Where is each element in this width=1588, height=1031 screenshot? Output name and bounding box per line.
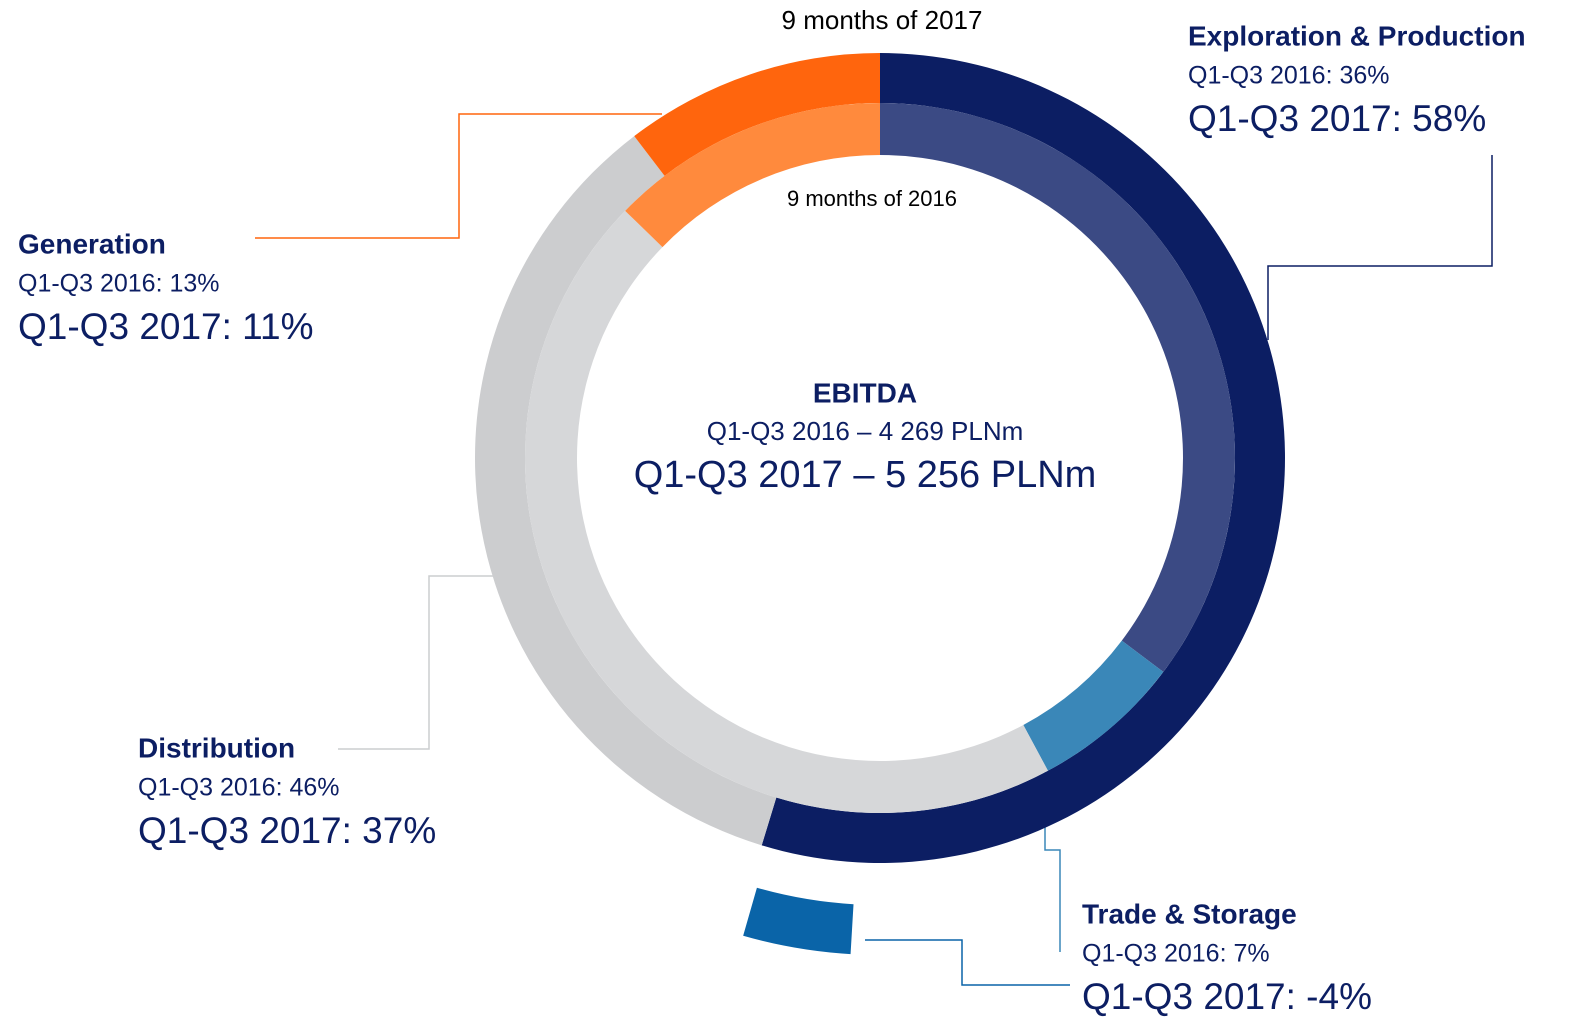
value-label: Q1-Q3 2016: 46% — [138, 774, 340, 802]
value-label: Q1-Q3 2017: 11% — [18, 306, 314, 347]
value-label: Q1-Q3 2016: 36% — [1188, 62, 1390, 90]
category-label: Exploration & Production — [1188, 20, 1526, 51]
segment — [524, 210, 1048, 814]
segment — [880, 103, 1235, 672]
category-label: Trade & Storage — [1082, 898, 1297, 929]
center-title: EBITDA — [813, 377, 917, 408]
segment — [625, 103, 880, 248]
leader-line — [338, 575, 520, 750]
category-label: Distribution — [138, 732, 295, 763]
value-label: Q1-Q3 2016: 13% — [18, 270, 220, 298]
value-label: Q1-Q3 2017: 37% — [138, 810, 436, 851]
value-label: Q1-Q3 2017: -4% — [1082, 976, 1372, 1017]
center-annotation: Q1-Q3 2016 – 4 269 PLNm — [707, 416, 1024, 446]
value-label: Q1-Q3 2017: 58% — [1188, 98, 1486, 139]
segment — [1023, 640, 1164, 771]
segment — [634, 52, 880, 176]
ring-label: 9 months of 2016 — [787, 186, 957, 211]
category-label: Generation — [18, 228, 166, 259]
value-label: Q1-Q3 2016: 7% — [1082, 940, 1270, 968]
leader-lines — [255, 113, 1493, 986]
leader-line — [255, 113, 662, 239]
leader-line — [865, 939, 1070, 986]
center-annotation: Q1-Q3 2017 – 5 256 PLNm — [634, 454, 1097, 496]
segment — [474, 136, 777, 846]
ring-label: 9 months of 2017 — [782, 5, 983, 35]
negative-segment — [743, 887, 854, 955]
leader-line — [1267, 155, 1493, 340]
